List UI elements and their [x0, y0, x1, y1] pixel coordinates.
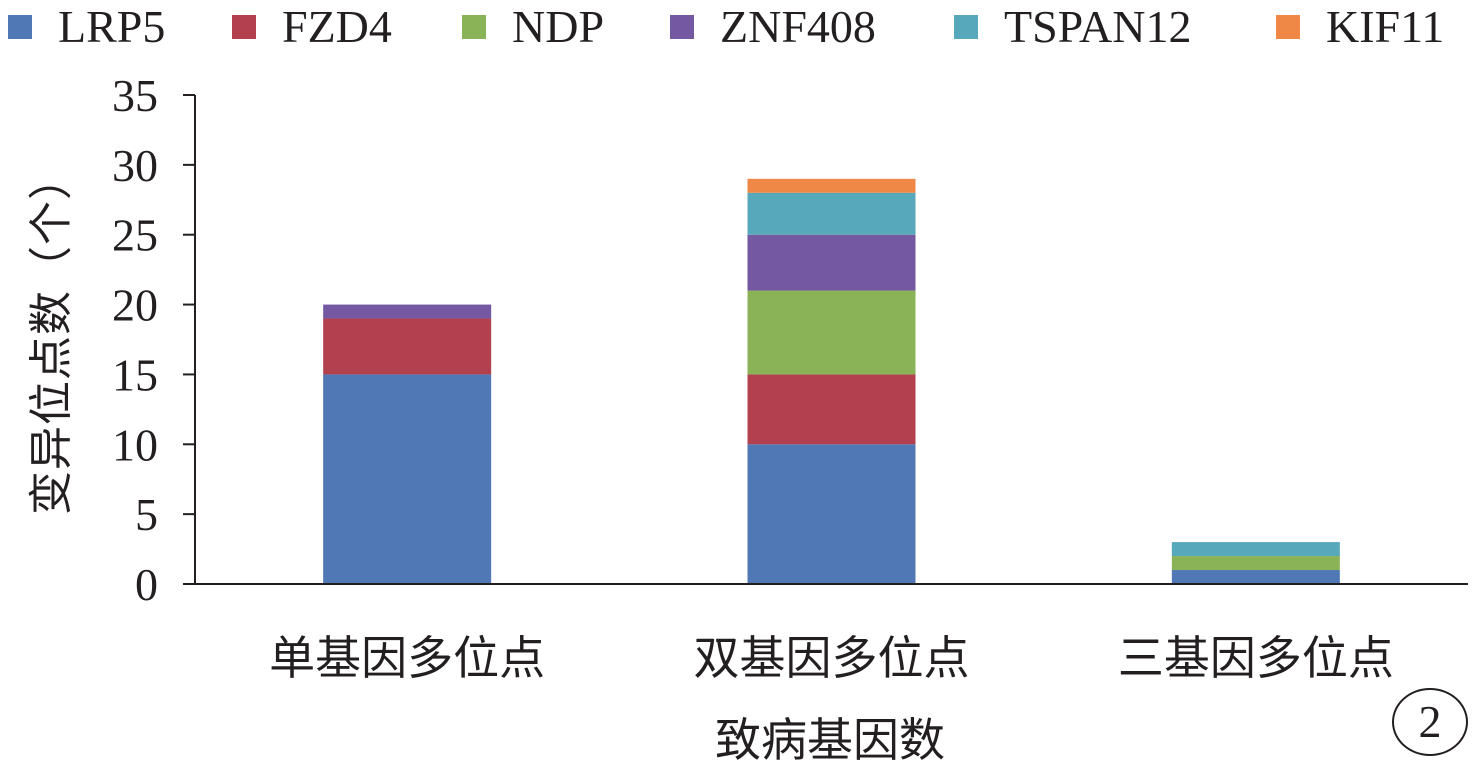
legend-label-ndp: NDP: [512, 1, 605, 52]
y-tick-label: 25: [112, 210, 158, 261]
bar-fzd4-cat-2: [747, 374, 916, 445]
bar-fzd4-cat-1: [323, 318, 492, 375]
legend-item-kif11: KIF11: [1276, 2, 1444, 52]
legend-swatch-lrp5: [8, 15, 32, 39]
bar-ndp-cat-3: [1171, 556, 1340, 571]
legend-item-ndp: NDP: [462, 2, 604, 52]
bar-lrp5-cat-2: [747, 444, 916, 584]
y-tick-label: 20: [112, 280, 158, 331]
chart-legend: LRP5 FZD4 NDP ZNF408 TSPAN12 KIF11: [0, 0, 1476, 60]
legend-item-fzd4: FZD4: [232, 2, 392, 52]
bar-lrp5-cat-1: [323, 374, 492, 584]
x-tick-label: 三基因多位点: [1118, 633, 1394, 684]
legend-swatch-znf408: [670, 15, 694, 39]
legend-item-tspan12: TSPAN12: [954, 2, 1191, 52]
legend-item-lrp5: LRP5: [8, 2, 165, 52]
legend-label-fzd4: FZD4: [282, 1, 392, 52]
y-tick-label: 10: [112, 419, 158, 470]
legend-swatch-kif11: [1276, 15, 1300, 39]
y-axis-title: 变异位点数（个）: [27, 155, 76, 515]
legend-swatch-tspan12: [954, 15, 978, 39]
bar-kif11-cat-2: [747, 178, 916, 193]
bar-lrp5-cat-3: [1171, 570, 1340, 584]
y-tick-label: 0: [135, 559, 158, 610]
bar-ndp-cat-2: [747, 290, 916, 375]
legend-label-kif11: KIF11: [1326, 1, 1445, 52]
legend-label-lrp5: LRP5: [58, 1, 166, 52]
panel-label-number: 2: [1418, 696, 1442, 747]
x-tick-label: 双基因多位点: [694, 633, 970, 684]
legend-swatch-ndp: [462, 15, 486, 39]
legend-label-znf408: ZNF408: [720, 1, 876, 52]
y-tick-label: 5: [135, 489, 158, 540]
bar-znf408-cat-2: [747, 234, 916, 291]
bar-tspan12-cat-3: [1171, 542, 1340, 557]
x-tick-label: 单基因多位点: [269, 633, 545, 684]
y-tick-label: 35: [112, 70, 158, 121]
panel-label: 2: [1392, 688, 1468, 756]
y-tick-label: 15: [112, 349, 158, 400]
bar-tspan12-cat-2: [747, 192, 916, 235]
legend-item-znf408: ZNF408: [670, 2, 876, 52]
x-axis-title: 致病基因数: [715, 715, 945, 766]
legend-label-tspan12: TSPAN12: [1004, 1, 1192, 52]
bar-znf408-cat-1: [323, 304, 492, 319]
y-tick-label: 30: [112, 140, 158, 191]
legend-swatch-fzd4: [232, 15, 256, 39]
